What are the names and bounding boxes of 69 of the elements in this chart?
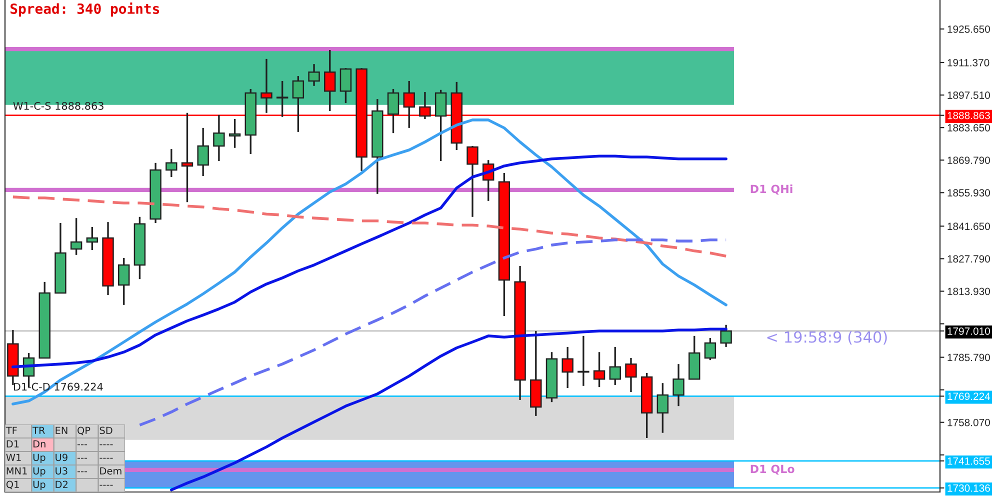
text: --- bbox=[77, 458, 88, 459]
candlestick bbox=[578, 335, 590, 387]
candlestick bbox=[276, 80, 288, 118]
y-tick-label: 1758.070 bbox=[948, 418, 990, 426]
category-label: QP bbox=[78, 426, 90, 436]
category-label: SD bbox=[100, 426, 112, 434]
y-tick-label: 1827.790 bbox=[948, 255, 990, 263]
text: U9 bbox=[56, 454, 68, 462]
y-tick-label: 1785.790 bbox=[948, 354, 990, 362]
y-tick-label: 1911.370 bbox=[948, 59, 990, 66]
candlestick bbox=[656, 382, 669, 434]
y-tick-label: 1925.650 bbox=[948, 25, 990, 33]
text: U3 bbox=[56, 467, 68, 475]
candlestick bbox=[228, 118, 241, 149]
y-tick-label: 1769.224 bbox=[948, 392, 990, 400]
text: D1 bbox=[6, 440, 19, 448]
candlestick bbox=[593, 351, 606, 388]
y-tick-label: 1883.650 bbox=[948, 124, 990, 132]
y-tick-label: 1897.510 bbox=[948, 92, 990, 99]
text: Up bbox=[33, 454, 46, 463]
candlestick bbox=[292, 75, 304, 133]
text: Dn bbox=[34, 440, 46, 448]
text: --- bbox=[77, 444, 88, 446]
text: Q1 bbox=[6, 480, 19, 490]
text: ---- bbox=[100, 484, 113, 486]
y-tick-label: 1855.930 bbox=[948, 189, 990, 197]
candlestick bbox=[387, 88, 400, 134]
candlestick bbox=[562, 346, 574, 389]
text: ---- bbox=[100, 458, 113, 459]
annotation: Spread: 340 points bbox=[10, 2, 160, 17]
text: Dem bbox=[100, 467, 122, 475]
candlestick bbox=[340, 67, 352, 104]
candlestick bbox=[166, 148, 178, 178]
text: MN1 bbox=[6, 467, 27, 474]
candlestick bbox=[118, 257, 130, 306]
candlestick bbox=[704, 337, 716, 361]
y-tick-label: 1797.010 bbox=[948, 327, 990, 335]
text: W1 bbox=[6, 454, 21, 461]
category-label: TR bbox=[32, 426, 45, 434]
candlestick bbox=[434, 89, 447, 162]
text: ---- bbox=[100, 444, 113, 446]
candlestick bbox=[213, 114, 225, 162]
candlestick bbox=[197, 127, 209, 177]
candlestick bbox=[86, 226, 98, 251]
candlestick bbox=[308, 63, 320, 87]
y-tick-label: 1730.136 bbox=[948, 484, 990, 492]
y-tick-label: 1869.790 bbox=[948, 156, 990, 164]
text: D2 bbox=[56, 480, 68, 488]
y-tick-label: 1813.930 bbox=[948, 288, 990, 296]
line-series bbox=[12, 196, 728, 258]
annotation: < 19:58:9 (340) bbox=[767, 330, 887, 345]
ref-line-label: D1 QLo bbox=[750, 464, 794, 475]
y-tick-label: 1741.655 bbox=[948, 457, 990, 465]
y-tick-label: 1888.863 bbox=[948, 112, 990, 120]
candlestick bbox=[609, 346, 621, 386]
line-series bbox=[12, 118, 728, 406]
text: Up bbox=[33, 480, 46, 490]
candlestick bbox=[324, 49, 336, 112]
category-label: EN bbox=[56, 426, 68, 434]
ref-line-label: D1 QHi bbox=[750, 184, 792, 195]
text: --- bbox=[77, 471, 88, 472]
candlestick bbox=[466, 145, 478, 218]
candlestick bbox=[720, 324, 732, 348]
text: Up bbox=[33, 467, 46, 476]
candlestick bbox=[625, 357, 637, 393]
category-label: TF bbox=[6, 426, 17, 434]
candlestick bbox=[672, 363, 684, 407]
y-tick-label: 1841.650 bbox=[948, 222, 990, 230]
candlestick bbox=[70, 217, 82, 256]
